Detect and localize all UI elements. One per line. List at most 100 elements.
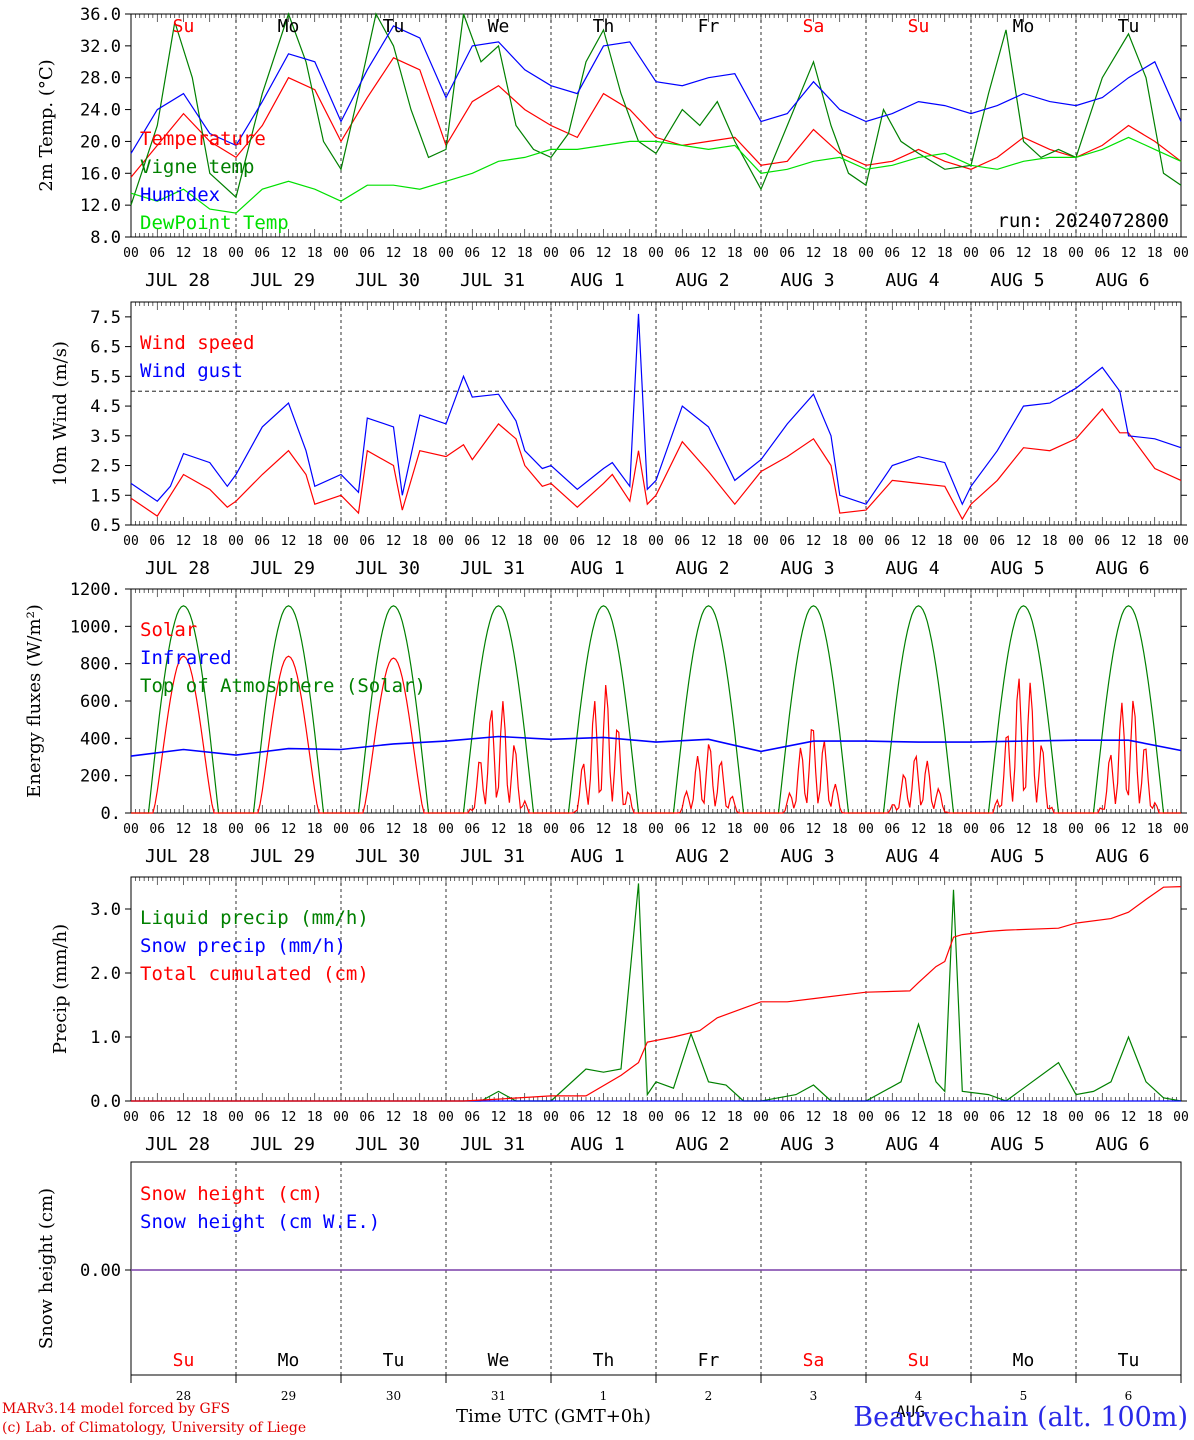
hour-label: 00	[1173, 534, 1189, 549]
hour-label: 12	[281, 246, 297, 261]
hour-label: 00	[1068, 246, 1084, 261]
date-label: AUG 2	[675, 1134, 729, 1155]
date-label: JUL 30	[355, 1134, 420, 1155]
hour-label: 18	[307, 534, 323, 549]
date-label: AUG 5	[990, 1134, 1044, 1155]
date-label: AUG 6	[1095, 846, 1149, 867]
y-tick-label: 2.0	[90, 964, 121, 984]
hour-label: 12	[596, 822, 612, 837]
hour-label: 06	[464, 246, 480, 261]
hour-label: 18	[832, 534, 848, 549]
hour-label: 18	[412, 1110, 428, 1125]
hour-label: 06	[884, 246, 900, 261]
y-tick-label: 2.5	[90, 457, 121, 477]
hour-label: 06	[254, 246, 270, 261]
date-label: AUG 5	[990, 558, 1044, 579]
hour-label: 12	[386, 822, 402, 837]
series-line-infrared	[130, 735, 1182, 757]
date-label: AUG 4	[885, 846, 939, 867]
y-tick-label: 20.0	[80, 132, 121, 152]
hour-label: 18	[727, 822, 743, 837]
hour-label: 06	[674, 534, 690, 549]
hour-label: 06	[779, 246, 795, 261]
run-annotation: run: 2024072800	[997, 210, 1169, 232]
date-label: JUL 30	[355, 558, 420, 579]
hour-label: 00	[963, 1110, 979, 1125]
hour-label: 18	[412, 822, 428, 837]
hour-label: 18	[622, 534, 638, 549]
hour-label: 12	[596, 534, 612, 549]
credit-line-2: (c) Lab. of Climatology, University of L…	[2, 1420, 307, 1436]
hour-label: 00	[1173, 822, 1189, 837]
legend-entry: Liquid precip (mm/h)	[140, 907, 369, 929]
hour-label: 12	[806, 1110, 822, 1125]
hour-label: 06	[569, 534, 585, 549]
model-credits: MARv3.14 model forced by GFS (c) Lab. of…	[2, 1400, 306, 1438]
y-tick-label: 16.0	[80, 164, 121, 184]
date-label: JUL 28	[145, 558, 210, 579]
hour-label: 06	[149, 822, 165, 837]
date-label: JUL 31	[460, 846, 525, 867]
hour-label: 06	[464, 534, 480, 549]
date-label: JUL 30	[355, 270, 420, 291]
hour-label: 06	[569, 246, 585, 261]
hour-label: 06	[674, 1110, 690, 1125]
day-number-label: 4	[915, 1389, 923, 1403]
hour-label: 18	[1042, 534, 1058, 549]
legend-entry: Snow height (cm W.E.)	[140, 1211, 380, 1233]
hour-label: 00	[228, 822, 244, 837]
weekday-label: Sa	[803, 1350, 825, 1371]
legend-entry: Solar	[140, 619, 197, 641]
date-label: JUL 29	[250, 846, 315, 867]
y-tick-label: 28.0	[80, 69, 121, 89]
hour-label: 18	[412, 246, 428, 261]
series-line-wind-speed	[130, 408, 1182, 521]
hour-label: 00	[648, 822, 664, 837]
hour-label: 00	[1068, 822, 1084, 837]
hour-label: 18	[937, 822, 953, 837]
hour-label: 00	[1173, 246, 1189, 261]
y-tick-label: 3.0	[90, 900, 121, 920]
day-number-label: 2	[705, 1389, 713, 1403]
weekday-label: Tu	[383, 1350, 405, 1371]
series-line-humidex	[130, 25, 1182, 154]
date-label: AUG 5	[990, 270, 1044, 291]
hour-label: 00	[858, 534, 874, 549]
date-label: AUG 2	[675, 270, 729, 291]
hour-label: 18	[727, 246, 743, 261]
hour-label: 06	[989, 534, 1005, 549]
hour-label: 00	[333, 246, 349, 261]
legend-entry: Temperature	[140, 128, 266, 150]
hour-label: 12	[911, 822, 927, 837]
hour-label: 00	[858, 246, 874, 261]
panel-frame-1	[130, 13, 1182, 238]
hour-label: 00	[333, 822, 349, 837]
hour-label: 12	[911, 246, 927, 261]
hour-label: 00	[123, 1110, 139, 1125]
hour-label: 12	[386, 1110, 402, 1125]
hour-label: 18	[307, 246, 323, 261]
hour-label: 12	[911, 534, 927, 549]
y-tick-label: 600.	[80, 692, 121, 712]
legend-entry: Top of Atmosphere (Solar)	[140, 675, 426, 697]
series-line-temperature	[130, 57, 1182, 178]
time-axis-label: Time UTC (GMT+0h)	[456, 1406, 651, 1427]
hour-label: 00	[858, 822, 874, 837]
hour-label: 06	[884, 534, 900, 549]
hour-label: 00	[1068, 1110, 1084, 1125]
legend-entry: Vigne temp	[140, 156, 254, 178]
hour-label: 00	[858, 1110, 874, 1125]
hour-label: 12	[1121, 822, 1137, 837]
legend-entry: Snow precip (mm/h)	[140, 935, 346, 957]
hour-label: 12	[176, 246, 192, 261]
y-axis-label: Precip (mm/h)	[50, 924, 71, 1054]
date-label: JUL 31	[460, 1134, 525, 1155]
hour-label: 06	[569, 822, 585, 837]
weekday-label: Su	[173, 16, 195, 37]
y-tick-label: 200.	[80, 767, 121, 787]
hour-label: 00	[123, 822, 139, 837]
hour-label: 06	[884, 1110, 900, 1125]
hour-label: 00	[333, 1110, 349, 1125]
hour-label: 12	[806, 822, 822, 837]
hour-label: 12	[806, 534, 822, 549]
